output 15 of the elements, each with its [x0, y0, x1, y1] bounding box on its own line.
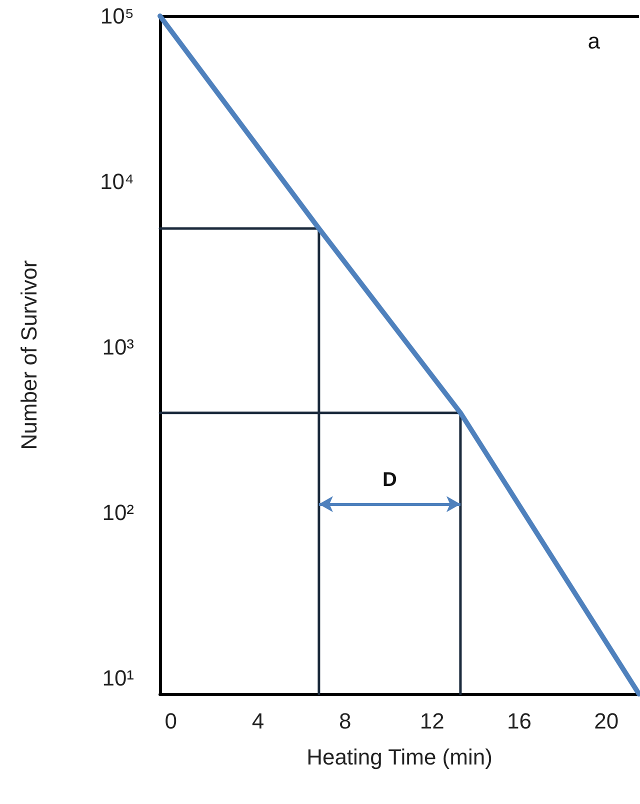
x-tick-label: 4: [252, 708, 264, 734]
x-tick-label: 16: [507, 708, 532, 734]
y-tick-label: 10¹: [102, 665, 134, 690]
y-axis-title: Number of Survivor: [16, 260, 42, 450]
x-tick-label: 8: [338, 708, 352, 734]
annotation: a: [588, 28, 601, 54]
annotation: D: [382, 469, 397, 492]
y-tick-label: 10³: [102, 334, 134, 360]
y-tick-label: 10⁴: [100, 168, 134, 194]
x-tick-label: 20: [594, 708, 619, 734]
y-tick-label: 10⁵: [100, 4, 134, 28]
x-tick-label: 12: [420, 708, 444, 734]
y-tick-label: 10²: [102, 500, 134, 525]
x-tick-label: 0: [164, 708, 178, 734]
x-axis-title: Heating Time (min): [306, 744, 492, 770]
